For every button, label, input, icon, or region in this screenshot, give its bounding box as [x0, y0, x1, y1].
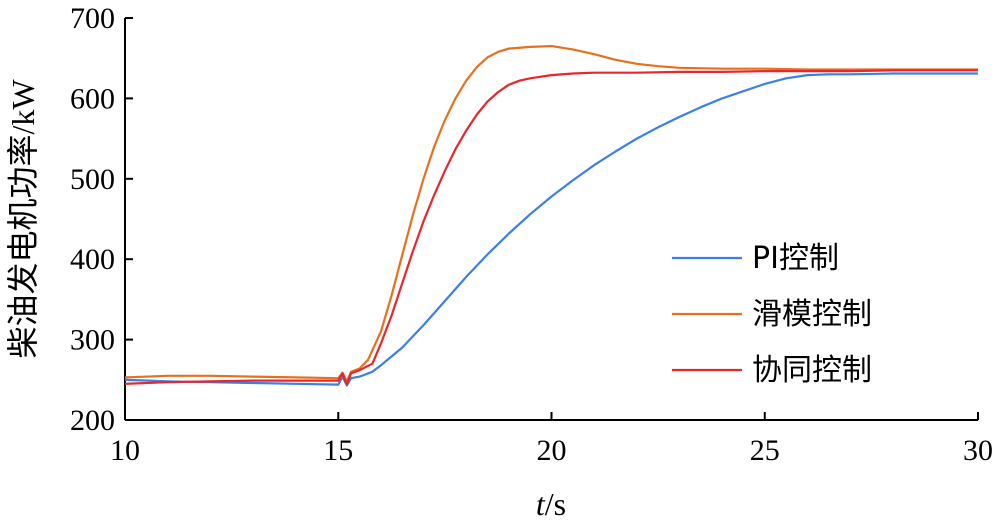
y-tick-label: 700	[70, 2, 115, 35]
x-tick-label: 30	[963, 434, 993, 467]
x-axis-label-italic: t	[536, 486, 546, 522]
legend-label-2: 滑模控制	[752, 297, 872, 332]
series-layer	[124, 44, 978, 387]
x-ticks: 10 15 20 25 30	[110, 412, 993, 467]
legend-label-1: PI控制	[752, 241, 839, 276]
y-tick-label: 200	[70, 404, 115, 437]
y-tick-label: 400	[70, 243, 115, 276]
series-line-3	[124, 69, 978, 386]
legend-label-3: 协同控制	[752, 353, 872, 388]
plot-area: 10 15 20 25 30 200 300 400 500 600 700	[70, 2, 993, 467]
x-axis-label-unit: /s	[545, 486, 566, 522]
series-line-1	[124, 72, 978, 387]
x-tick-label: 15	[323, 434, 353, 467]
y-tick-label: 600	[70, 82, 115, 115]
x-tick-label: 10	[110, 434, 140, 467]
x-axis-label: t/s	[536, 486, 566, 522]
x-tick-label: 25	[750, 434, 780, 467]
y-tick-label: 300	[70, 324, 115, 357]
x-tick-label: 20	[537, 434, 567, 467]
y-axis-label: 柴油发电机功率/kW	[5, 79, 41, 359]
y-tick-label: 500	[70, 163, 115, 196]
y-ticks: 200 300 400 500 600 700	[70, 2, 133, 437]
